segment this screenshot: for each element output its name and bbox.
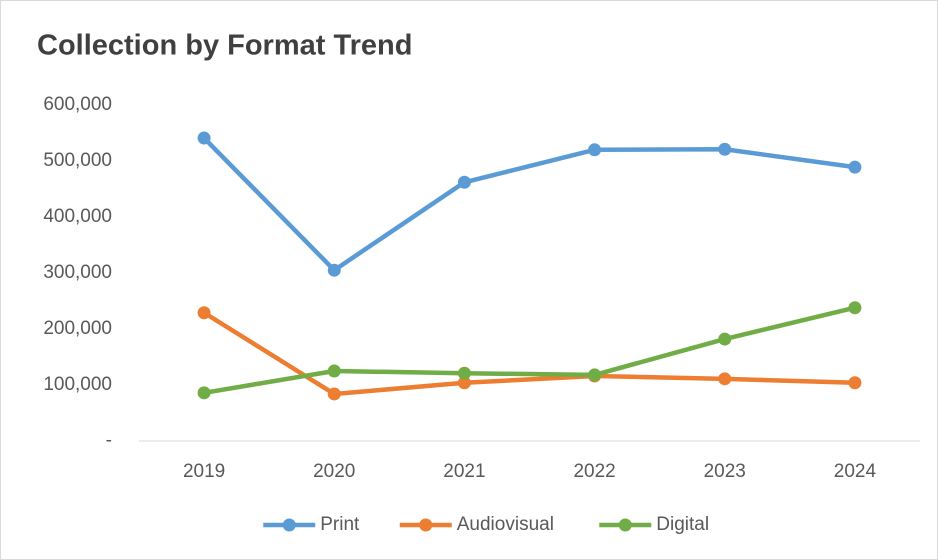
data-point bbox=[718, 332, 732, 346]
data-point bbox=[718, 372, 732, 386]
x-tick-label: 2022 bbox=[573, 461, 615, 482]
data-point bbox=[457, 376, 471, 390]
y-tick-label: - bbox=[106, 430, 112, 451]
y-tick-label: 100,000 bbox=[43, 374, 112, 395]
data-point bbox=[457, 366, 471, 380]
y-tick-label: 600,000 bbox=[43, 94, 112, 115]
y-tick-label: 300,000 bbox=[43, 262, 112, 283]
x-tick-label: 2019 bbox=[183, 461, 225, 482]
x-tick-label: 2021 bbox=[443, 461, 485, 482]
legend-label: Print bbox=[320, 514, 360, 535]
x-tick-label: 2024 bbox=[834, 461, 877, 482]
data-point bbox=[718, 142, 732, 156]
legend-marker bbox=[282, 518, 296, 532]
legend-label: Digital bbox=[656, 514, 709, 535]
y-tick-label: 200,000 bbox=[43, 318, 112, 339]
data-point bbox=[848, 301, 862, 315]
chart-title: Collection by Format Trend bbox=[37, 30, 412, 62]
data-point bbox=[457, 175, 471, 189]
data-point bbox=[197, 386, 211, 400]
legend-label: Audiovisual bbox=[457, 514, 554, 535]
data-point bbox=[848, 160, 862, 174]
data-point bbox=[327, 387, 341, 401]
data-point bbox=[327, 364, 341, 378]
y-tick-label: 400,000 bbox=[43, 206, 112, 227]
series-line bbox=[203, 305, 856, 396]
y-tick-label: 500,000 bbox=[43, 150, 112, 171]
data-point bbox=[588, 368, 602, 382]
legend-marker bbox=[618, 518, 632, 532]
x-tick-label: 2023 bbox=[704, 461, 746, 482]
series-line bbox=[202, 310, 855, 397]
data-point bbox=[588, 143, 602, 157]
x-tick-label: 2020 bbox=[313, 461, 355, 482]
data-point bbox=[327, 263, 341, 277]
legend-marker bbox=[419, 518, 433, 532]
series-line bbox=[202, 136, 856, 273]
data-point bbox=[197, 131, 211, 145]
data-point bbox=[848, 376, 862, 390]
data-point bbox=[197, 306, 211, 320]
